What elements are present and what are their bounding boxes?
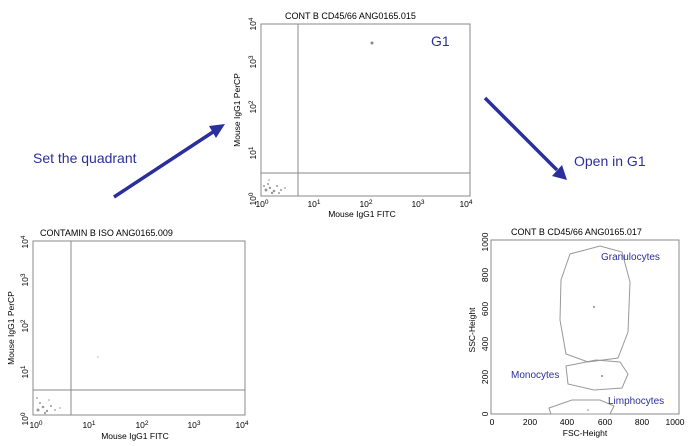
- y-axis-label: Mouse IgG1 PerCP: [6, 291, 16, 365]
- y-tick-0: 100: [248, 192, 258, 205]
- plot-title: CONT B CD45/66 ANG0165.017: [511, 227, 642, 237]
- caption-open-in-g1: Open in G1: [574, 153, 646, 169]
- x-tick-labels: 100 101 102 103 104: [29, 420, 248, 430]
- x-tick-0: 100: [29, 420, 42, 430]
- x-tick-0: 100: [255, 199, 268, 209]
- y-tick-3: 103: [248, 55, 258, 68]
- arrow-set-quadrant: [113, 124, 225, 199]
- y-axis-label: Mouse IgG1 PerCP: [232, 73, 242, 147]
- y-tick-1: 200: [480, 370, 490, 384]
- plot-iso-fitc-percp: CONTAMIN B ISO ANG0165.009 100 101 102 1…: [6, 228, 249, 441]
- x-tick-3: 103: [187, 420, 200, 430]
- y-tick-2: 102: [20, 319, 30, 332]
- arrow-shaft: [483, 96, 559, 172]
- y-tick-3: 103: [20, 273, 30, 286]
- x-tick-2: 102: [135, 420, 148, 430]
- y-tick-0: 100: [20, 412, 30, 425]
- plot-title: CONTAMIN B ISO ANG0165.009: [40, 228, 173, 238]
- x-tick-1: 101: [307, 199, 320, 209]
- y-tick-2: 102: [248, 100, 258, 113]
- y-tick-4: 800: [480, 268, 490, 282]
- x-tick-1: 101: [82, 420, 95, 430]
- y-axis-label: SSC-Height: [467, 307, 477, 353]
- y-tick-labels: 100 101 102 103 104: [248, 17, 258, 205]
- plot-frame: [32, 240, 246, 416]
- event-dot: [97, 356, 99, 358]
- gate-label-granulocytes: Granulocytes: [601, 252, 660, 263]
- x-tick-4: 104: [235, 420, 248, 430]
- gate-monocytes: [565, 359, 629, 391]
- y-tick-0: 0: [480, 411, 490, 416]
- x-tick-3: 103: [411, 199, 424, 209]
- event-cloud: [36, 397, 61, 415]
- event-dot: [601, 375, 603, 377]
- y-tick-4: 104: [248, 17, 258, 30]
- arrowhead-icon: [209, 124, 225, 138]
- y-tick-3: 600: [480, 302, 490, 316]
- arrow-shaft: [113, 130, 214, 199]
- y-tick-1: 101: [20, 365, 30, 378]
- y-tick-labels: 100 101 102 103 104: [20, 235, 30, 425]
- arrow-open-in-g1: [483, 96, 567, 180]
- x-tick-3: 600: [598, 417, 612, 427]
- x-tick-1: 200: [523, 417, 537, 427]
- x-axis-label: Mouse IgG1 FITC: [101, 431, 169, 441]
- caption-set-quadrant: Set the quadrant: [33, 150, 137, 166]
- plot-frame: [260, 23, 471, 197]
- arrowhead-icon: [552, 165, 567, 180]
- gate-label-lymphocytes: Limphocytes: [608, 396, 664, 407]
- y-tick-labels: 0 200 400 600 800 1000: [480, 232, 490, 416]
- event-cloud: [263, 179, 286, 195]
- plot-fsc-ssc: CONT B CD45/66 ANG0165.017 Granulocytes …: [467, 227, 685, 438]
- event-dot: [593, 306, 595, 308]
- x-tick-2: 102: [359, 199, 372, 209]
- x-tick-4: 104: [459, 199, 472, 209]
- y-tick-4: 104: [20, 235, 30, 248]
- gate-granulocytes: [559, 245, 631, 363]
- x-axis-label: Mouse IgG1 FITC: [328, 209, 396, 219]
- y-tick-1: 101: [248, 146, 258, 159]
- gate-label-monocytes: Monocytes: [511, 370, 559, 381]
- x-tick-labels: 0 200 400 600 800 1000: [490, 417, 685, 427]
- x-tick-5: 1000: [666, 417, 685, 427]
- y-tick-2: 400: [480, 337, 490, 351]
- x-tick-labels: 100 101 102 103 104: [255, 199, 472, 209]
- plot-cd45-fitc-percp: CONT B CD45/66 ANG0165.015 G1 100 101 10…: [232, 11, 473, 219]
- x-tick-4: 800: [635, 417, 649, 427]
- event-dot: [370, 41, 374, 45]
- y-tick-5: 1000: [480, 232, 490, 251]
- x-tick-0: 0: [490, 417, 495, 427]
- event-dot: [587, 409, 589, 411]
- x-axis-label: FSC-Height: [563, 428, 608, 438]
- gate-lymphocytes: [548, 399, 615, 415]
- x-tick-2: 400: [560, 417, 574, 427]
- plot-title: CONT B CD45/66 ANG0165.015: [285, 11, 416, 21]
- gate-g1-label: G1: [431, 33, 450, 49]
